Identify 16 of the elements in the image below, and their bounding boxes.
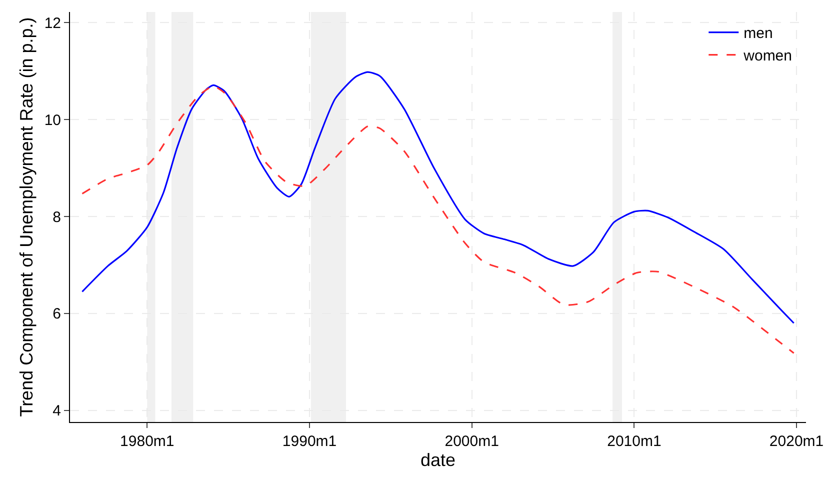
legend-label: women [742,48,792,65]
y-tick-label: 4 [52,402,61,420]
x-axis-title: date [420,450,456,470]
y-tick-label: 6 [52,306,61,323]
x-tick-label: 1980m1 [120,433,174,450]
y-tick-label: 12 [44,14,61,32]
line-series [81,71,795,324]
x-tick-label: 1990m1 [282,433,337,450]
legend-label: men [744,25,773,42]
x-tick-label: 2000m1 [444,433,499,450]
y-tick-label: 10 [44,112,61,129]
x-tick-label: 2020m1 [769,433,824,450]
line-series [81,85,795,354]
y-tick-label: 8 [52,208,61,226]
y-axis-title: Trend Component of Unemployment Rate (in p.p.) [16,17,37,417]
x-tick-label: 2010m1 [607,433,662,450]
